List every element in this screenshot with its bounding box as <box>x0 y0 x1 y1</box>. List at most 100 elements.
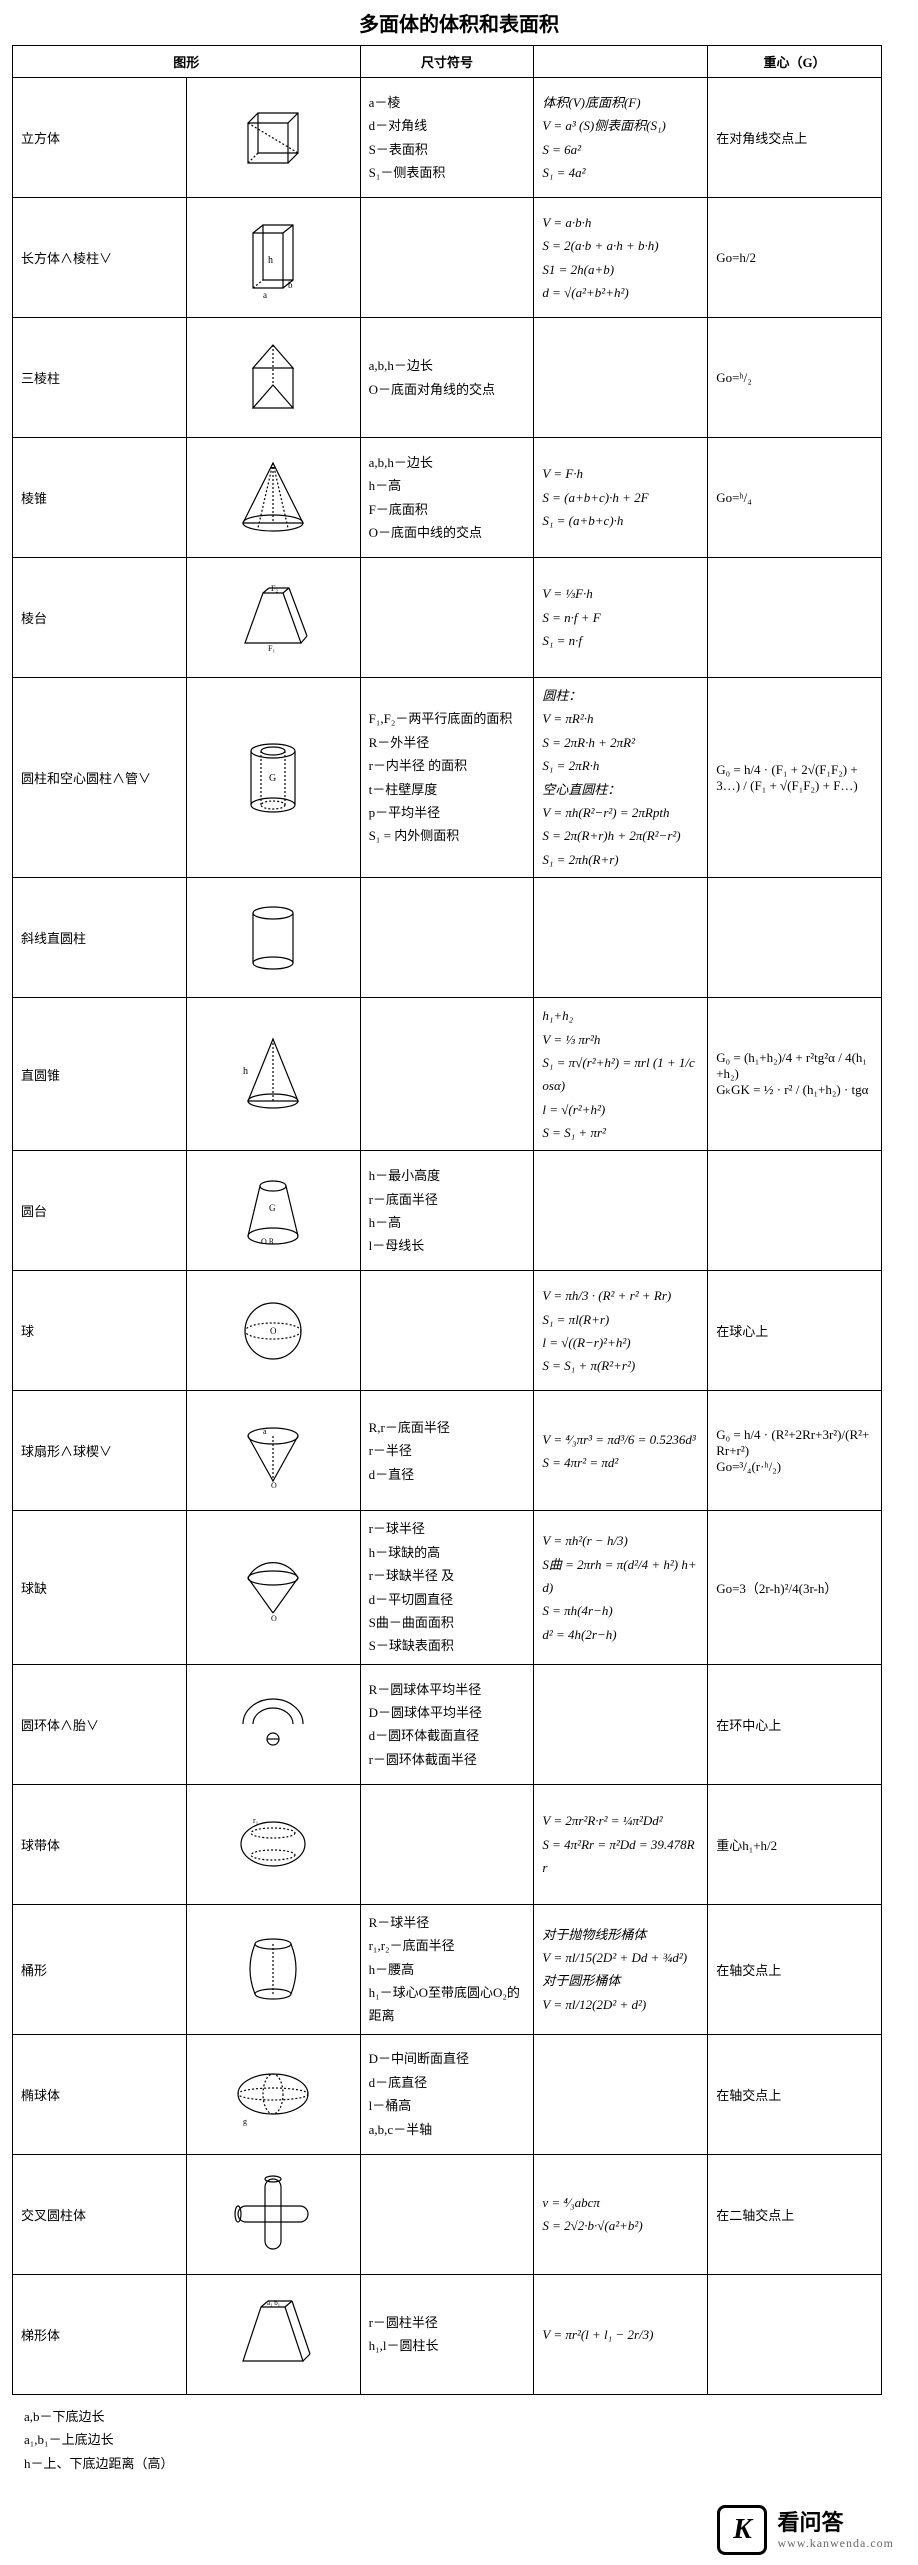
row-symbols <box>360 1271 534 1391</box>
row-symbols <box>360 198 534 318</box>
row-symbols: a－棱 d－对角线 S－表面积 S₁－侧表面积 <box>360 78 534 198</box>
row-centroid: 在轴交点上 <box>708 1904 882 2034</box>
row-symbols: F₁,F₂－两平行底面的面积 R－外半径 r－内半径 的面积 t－柱壁厚度 p－… <box>360 678 534 878</box>
row-formulas: V = πh²(r − h/3) S曲 = 2πrh = π(d²/4 + h²… <box>534 1511 708 1664</box>
row-formulas: 圆柱： V = πR²·h S = 2πR·h + 2πR² S₁ = 2πR·… <box>534 678 708 878</box>
trapezoid-body-figure-icon: a₁ b₁ <box>218 2289 328 2379</box>
row-centroid: Go=h/2 <box>708 198 882 318</box>
sphere-sector-figure-icon: aO <box>218 1406 328 1496</box>
header-row: 图形 尺寸符号 重心（G） <box>13 46 882 78</box>
row-symbols: a,b,h－边长 h－高 F－底面积 O－底面中线的交点 <box>360 438 534 558</box>
sphere-zone-figure-icon: r₁ <box>218 1799 328 1889</box>
sphere-figure-icon: O <box>218 1286 328 1376</box>
row-centroid: 在轴交点上 <box>708 2034 882 2154</box>
barrel-figure-icon <box>218 1924 328 2014</box>
row-formulas: V = ⅓F·h S = n·f + F S₁ = n·f <box>534 558 708 678</box>
table-row: 棱台F₂F₁V = ⅓F·h S = n·f + F S₁ = n·f <box>13 558 882 678</box>
row-centroid: 在二轴交点上 <box>708 2154 882 2274</box>
table-row: 斜线直圆柱 <box>13 878 882 998</box>
row-name: 球缺 <box>13 1511 187 1664</box>
row-symbols <box>360 558 534 678</box>
logo-icon: K <box>717 2505 767 2555</box>
row-formulas <box>534 318 708 438</box>
row-formulas <box>534 1664 708 1784</box>
cone-figure-icon: h <box>218 1029 328 1119</box>
row-formulas: V = F·h S = (a+b+c)·h + 2F S₁ = (a+b+c)·… <box>534 438 708 558</box>
row-figure: a₁ b₁ <box>186 2274 360 2394</box>
row-name: 球带体 <box>13 1784 187 1904</box>
row-centroid <box>708 1151 882 1271</box>
row-name: 立方体 <box>13 78 187 198</box>
page-title: 多面体的体积和表面积 <box>0 0 918 45</box>
svg-text:G: G <box>269 1203 276 1213</box>
row-formulas: V = a·b·h S = 2(a·b + a·h + b·h) S1 = 2h… <box>534 198 708 318</box>
cuboid-figure-icon: hab <box>218 213 328 303</box>
row-centroid <box>708 2274 882 2394</box>
row-figure <box>186 1904 360 2034</box>
sphere-cap-figure-icon: O <box>218 1543 328 1633</box>
row-name: 直圆锥 <box>13 998 187 1151</box>
row-centroid: G₀ = (h₁+h₂)/4 + r²tg²α / 4(h₁+h₂) GₖGK … <box>708 998 882 1151</box>
row-formulas <box>534 1151 708 1271</box>
row-symbols: r－球半径 h－球缺的高 r－球缺半径 及 d－平切圆直径 S曲－曲面面积 S－… <box>360 1511 534 1664</box>
col-formulas <box>534 46 708 78</box>
row-formulas: v = ⁴⁄₃abcπ S = 2√2·b·√(a²+b²) <box>534 2154 708 2274</box>
ellipsoid-figure-icon: g <box>218 2049 328 2139</box>
col-centroid: 重心（G） <box>708 46 882 78</box>
frustum-pyr-figure-icon: F₂F₁ <box>218 573 328 663</box>
row-symbols: D－中间断面直径 d－底直径 l－桶高 a,b,c－半轴 <box>360 2034 534 2154</box>
row-name: 长方体∧棱柱∨ <box>13 198 187 318</box>
row-name: 桶形 <box>13 1904 187 2034</box>
svg-text:F₂: F₂ <box>271 584 278 593</box>
table-row: 交叉圆柱体 v = ⁴⁄₃abcπ S = 2√2·b·√(a²+b²)在二轴交点… <box>13 2154 882 2274</box>
row-name: 交叉圆柱体 <box>13 2154 187 2274</box>
row-figure: r₁ <box>186 1784 360 1904</box>
table-row: 梯形体a₁ b₁r－圆柱半径 h₁,l－圆柱长V = πr²(l + l₁ − … <box>13 2274 882 2394</box>
cross-cyl-figure-icon <box>218 2169 328 2259</box>
logo-text: 看问答 www.kanwenda.com <box>777 2510 894 2551</box>
row-figure: F₂F₁ <box>186 558 360 678</box>
row-symbols: a,b,h－边长 O－底面对角线的交点 <box>360 318 534 438</box>
svg-text:O R: O R <box>261 1237 275 1246</box>
row-figure <box>186 318 360 438</box>
table-row: 三棱柱a,b,h－边长 O－底面对角线的交点Go=ʰ/₂ <box>13 318 882 438</box>
row-figure <box>186 78 360 198</box>
torus-figure-icon <box>218 1679 328 1769</box>
svg-text:a: a <box>263 290 267 300</box>
table-row: 球带体r₁V = 2πr²R·r² = ¼π²Dd² S = 4π²Rr = π… <box>13 1784 882 1904</box>
footer-logo-area: K 看问答 www.kanwenda.com <box>24 2495 894 2555</box>
table-row: 桶形R－球半径 r₁,r₂－底面半径 h－腰高 h₁－球心O至带底圆心O₂的距离… <box>13 1904 882 2034</box>
cube-figure-icon <box>218 93 328 183</box>
row-formulas: 对于抛物线形桶体 V = πl/15(2D² + Dd + ¾d²) 对于圆形桶… <box>534 1904 708 2034</box>
footer-notes: a,b－下底边长 a₁,b₁－上底边长 h－上、下底边距离（高） <box>24 2405 894 2475</box>
row-formulas <box>534 878 708 998</box>
row-formulas <box>534 2034 708 2154</box>
svg-text:a₁ b₁: a₁ b₁ <box>267 2299 280 2307</box>
row-name: 圆台 <box>13 1151 187 1271</box>
triprism-figure-icon <box>218 333 328 423</box>
table-row: 立方体a－棱 d－对角线 S－表面积 S₁－侧表面积体积(V)底面积(F) V … <box>13 78 882 198</box>
row-figure: O <box>186 1511 360 1664</box>
logo-url: www.kanwenda.com <box>777 2536 894 2550</box>
row-centroid: 在球心上 <box>708 1271 882 1391</box>
row-figure: hab <box>186 198 360 318</box>
row-figure: h <box>186 998 360 1151</box>
svg-text:O: O <box>270 1326 277 1336</box>
row-figure <box>186 878 360 998</box>
svg-text:a: a <box>263 1427 267 1436</box>
row-figure <box>186 1664 360 1784</box>
row-figure: O <box>186 1271 360 1391</box>
row-formulas: V = πr²(l + l₁ − 2r/3) <box>534 2274 708 2394</box>
row-name: 棱锥 <box>13 438 187 558</box>
row-symbols: r－圆柱半径 h₁,l－圆柱长 <box>360 2274 534 2394</box>
oblique-cyl-figure-icon <box>218 893 328 983</box>
row-centroid: 在环中心上 <box>708 1664 882 1784</box>
svg-text:G: G <box>269 773 276 784</box>
row-centroid <box>708 558 882 678</box>
table-row: 圆台GO Rh－最小高度 r－底面半径 h－高 l－母线长 <box>13 1151 882 1271</box>
row-centroid: G₀ = h/4 · (R²+2Rr+3r²)/(R²+Rr+r²) Go=³/… <box>708 1391 882 1511</box>
row-centroid <box>708 878 882 998</box>
row-symbols <box>360 998 534 1151</box>
solids-table: 图形 尺寸符号 重心（G） 立方体 a－棱 d－对角线 S－表面积 S₁－侧表面积… <box>12 45 882 2395</box>
svg-text:b: b <box>288 280 293 290</box>
